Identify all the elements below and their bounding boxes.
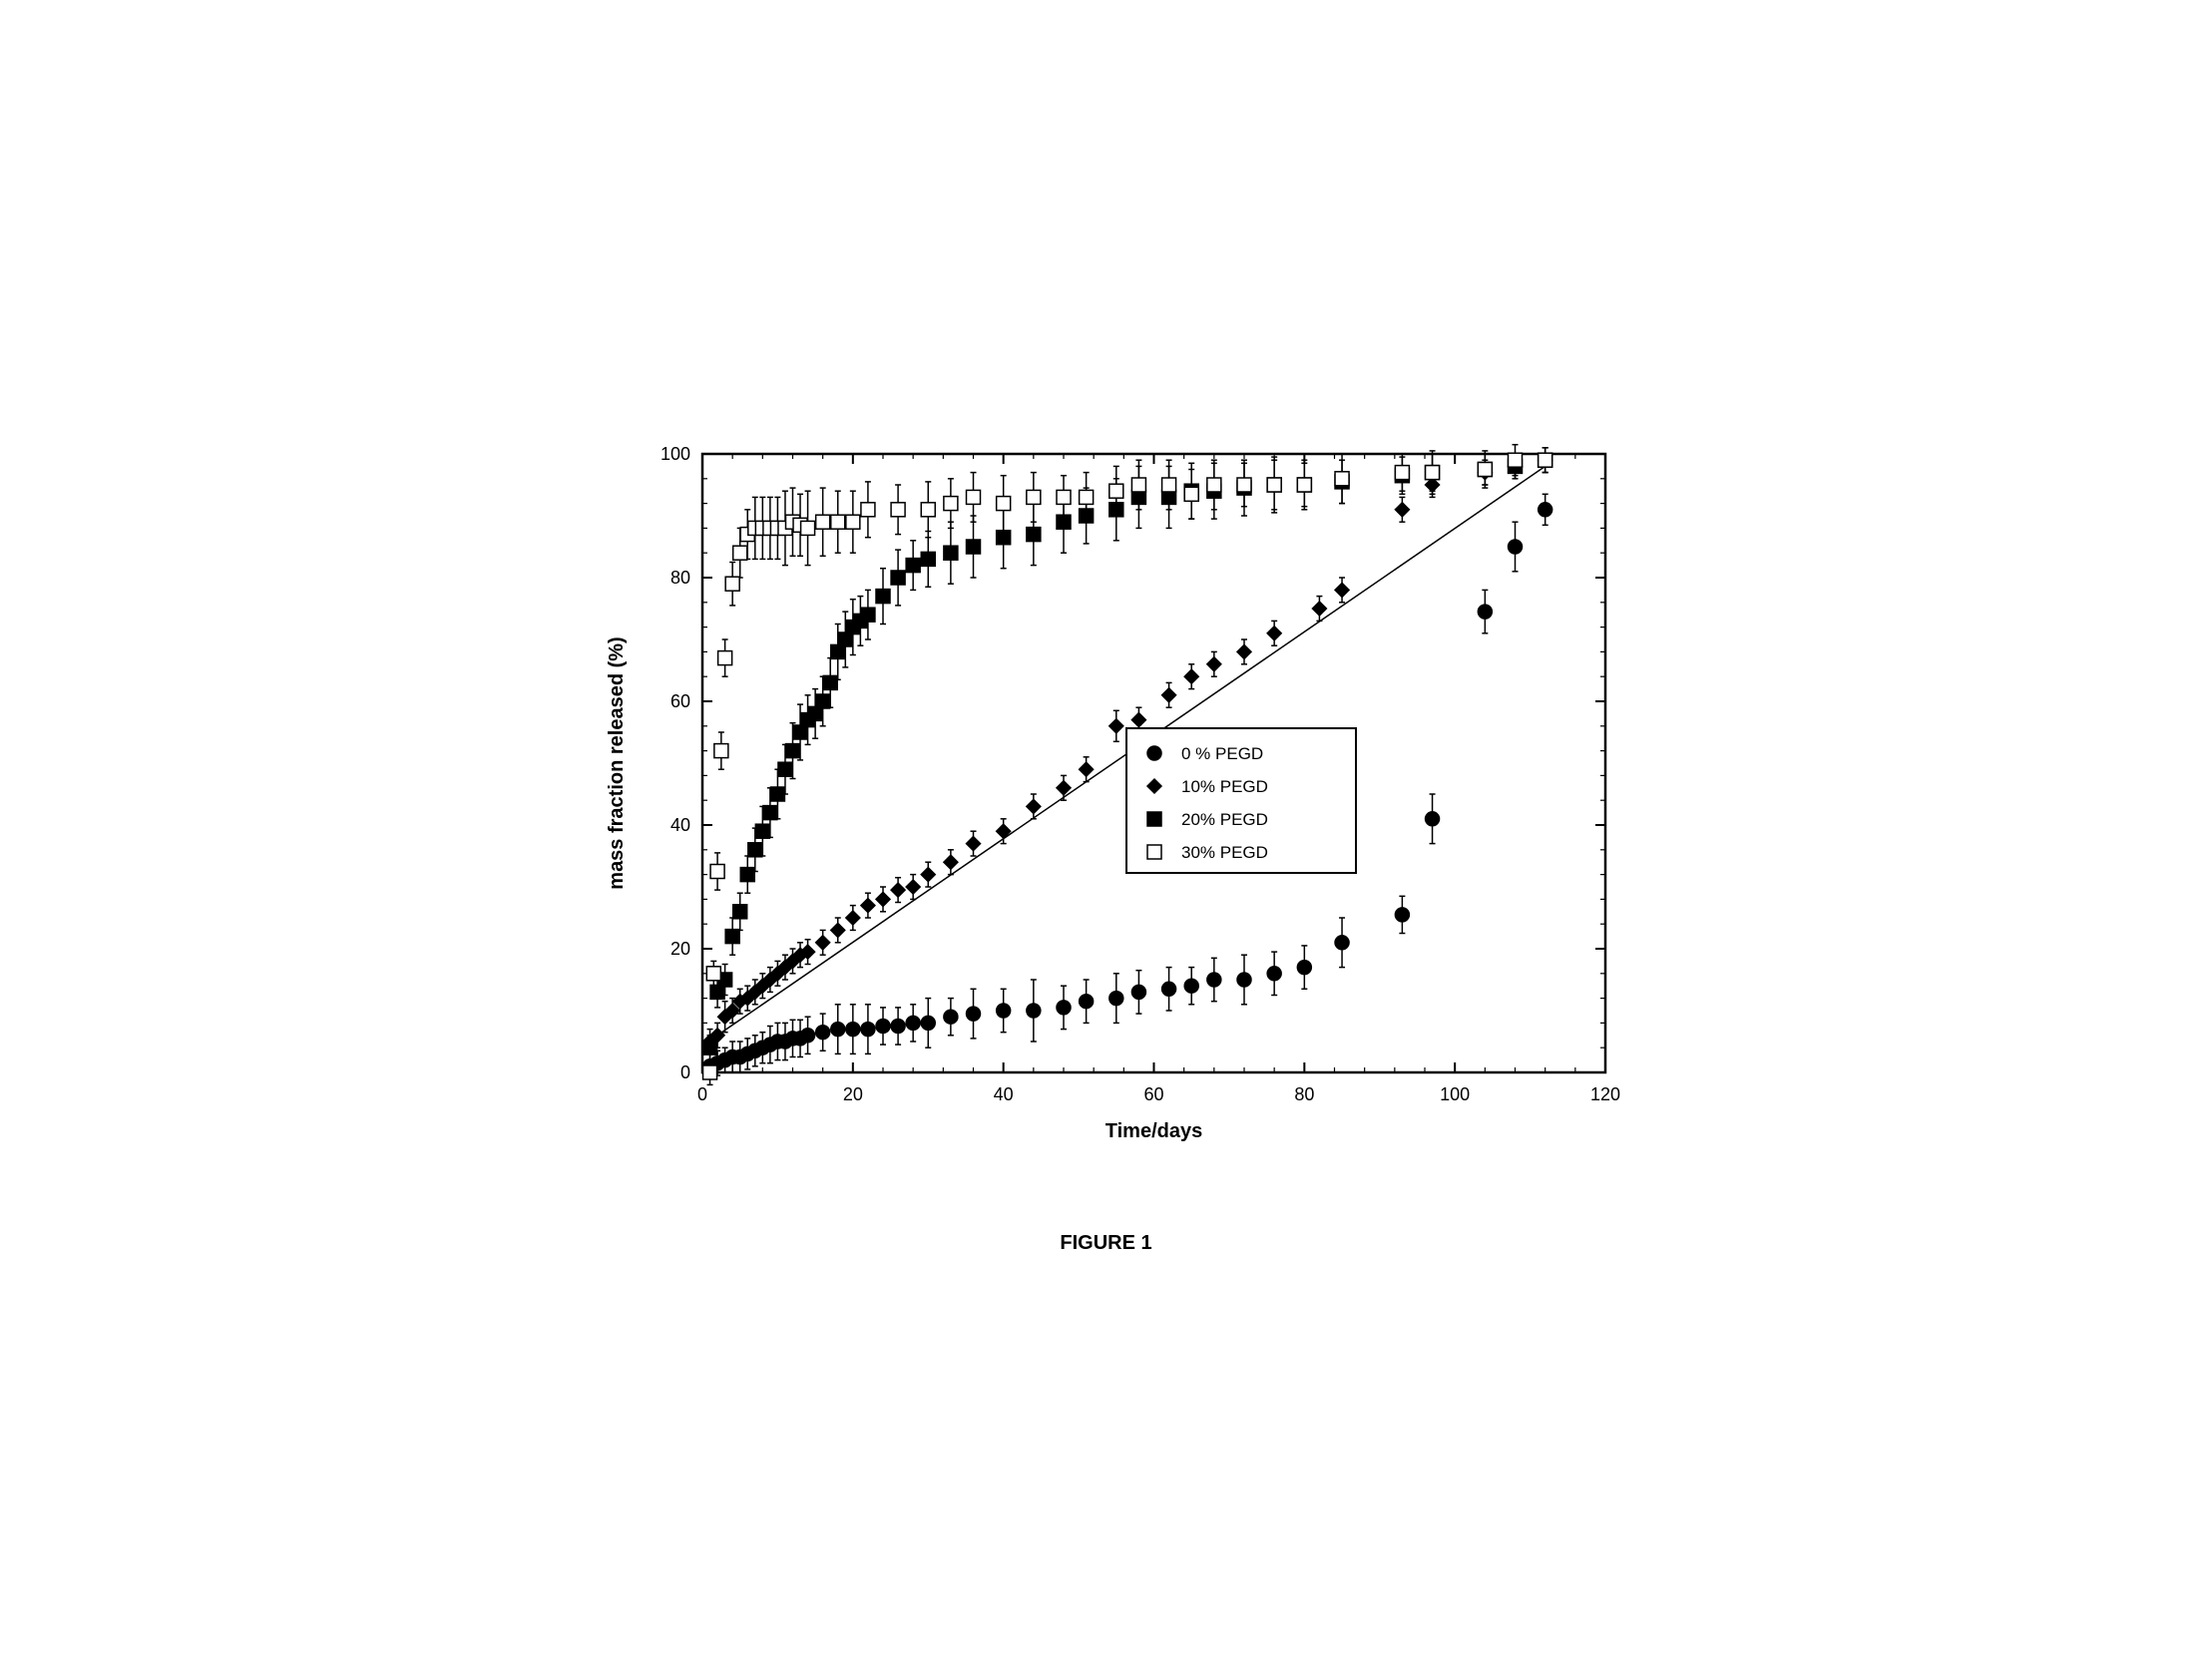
svg-text:0 % PEGD: 0 % PEGD: [1181, 744, 1263, 763]
svg-text:100: 100: [1440, 1084, 1470, 1104]
svg-text:80: 80: [1294, 1084, 1314, 1104]
svg-text:10% PEGD: 10% PEGD: [1181, 777, 1268, 796]
svg-text:60: 60: [1143, 1084, 1163, 1104]
svg-text:20: 20: [842, 1084, 862, 1104]
svg-text:mass fraction released (%): mass fraction released (%): [606, 636, 628, 889]
svg-text:120: 120: [1589, 1084, 1619, 1104]
svg-text:0: 0: [679, 1062, 689, 1082]
svg-text:0: 0: [696, 1084, 706, 1104]
svg-text:80: 80: [669, 568, 689, 588]
svg-text:30% PEGD: 30% PEGD: [1181, 843, 1268, 862]
svg-text:20: 20: [669, 939, 689, 959]
figure-label: FIGURE 1: [558, 1232, 1655, 1255]
release-chart: 0 20 40 60 80 100 120 0 20 40 60 80 100 Time/days mass…: [558, 419, 1655, 1187]
svg-text:40: 40: [993, 1084, 1013, 1104]
svg-text:100: 100: [660, 444, 689, 464]
svg-text:20% PEGD: 20% PEGD: [1181, 810, 1268, 829]
svg-text:60: 60: [669, 691, 689, 711]
svg-text:Time/days: Time/days: [1105, 1120, 1201, 1142]
svg-text:40: 40: [669, 815, 689, 835]
figure-wrapper: 0 20 40 60 80 100 120 0 20 40 60 80 100 Time/days mass…: [558, 419, 1655, 1255]
